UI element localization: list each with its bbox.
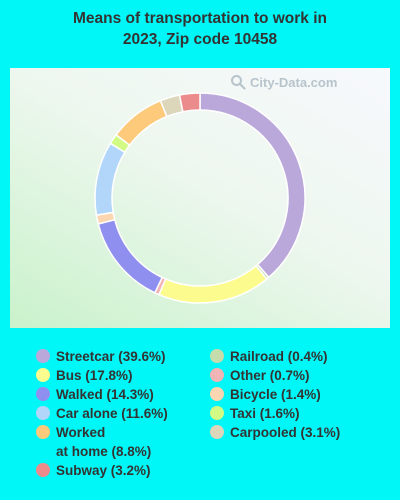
chart-title: Means of transportation to work in 2023,…	[0, 8, 400, 50]
slice-car-alone	[94, 142, 126, 217]
slice-bus	[157, 264, 268, 304]
watermark: City-Data.com	[230, 73, 337, 91]
magnifier-icon	[231, 75, 246, 90]
slice-worked-at-home	[115, 99, 168, 147]
chart-title-line-2: 2023, Zip code 10458	[122, 31, 278, 48]
slice-walked	[97, 218, 164, 294]
watermark-text: City-Data.com	[250, 74, 338, 90]
chart-title-line-1: Means of transportation to work in	[72, 10, 328, 27]
plot-area	[10, 68, 390, 328]
slice-subway	[178, 92, 201, 113]
slice-streetcar	[199, 92, 306, 279]
